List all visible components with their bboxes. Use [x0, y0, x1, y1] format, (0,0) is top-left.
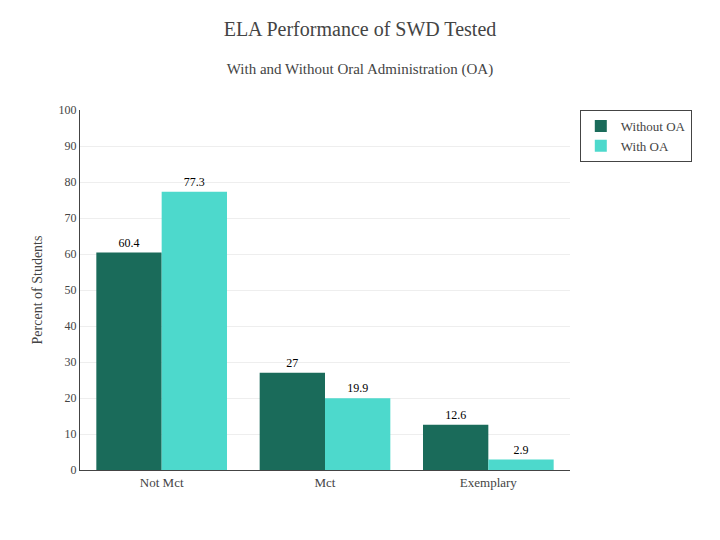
svg-text:60.4: 60.4 [119, 236, 140, 250]
svg-text:Without OA: Without OA [621, 119, 686, 134]
svg-text:90: 90 [65, 139, 77, 153]
svg-text:ELA Performance of SWD Tested: ELA Performance of SWD Tested [224, 18, 497, 40]
svg-text:Percent of Students: Percent of Students [30, 236, 45, 345]
svg-text:0: 0 [71, 463, 77, 477]
svg-text:With and Without Oral Administ: With and Without Oral Administration (OA… [227, 61, 493, 78]
svg-text:Not Mct: Not Mct [140, 475, 184, 490]
svg-text:80: 80 [65, 175, 77, 189]
svg-text:60: 60 [65, 247, 77, 261]
svg-text:Mct: Mct [315, 475, 336, 490]
svg-text:27: 27 [286, 356, 298, 370]
svg-text:19.9: 19.9 [347, 381, 368, 395]
svg-text:12.6: 12.6 [445, 408, 466, 422]
svg-text:With OA: With OA [621, 139, 669, 154]
svg-text:10: 10 [65, 427, 77, 441]
svg-text:20: 20 [65, 391, 77, 405]
svg-text:30: 30 [65, 355, 77, 369]
svg-text:50: 50 [65, 283, 77, 297]
svg-text:70: 70 [65, 211, 77, 225]
svg-text:100: 100 [59, 103, 77, 117]
svg-text:2.9: 2.9 [514, 443, 529, 457]
svg-text:Exemplary: Exemplary [460, 475, 518, 490]
svg-text:77.3: 77.3 [184, 175, 205, 189]
svg-text:40: 40 [65, 319, 77, 333]
